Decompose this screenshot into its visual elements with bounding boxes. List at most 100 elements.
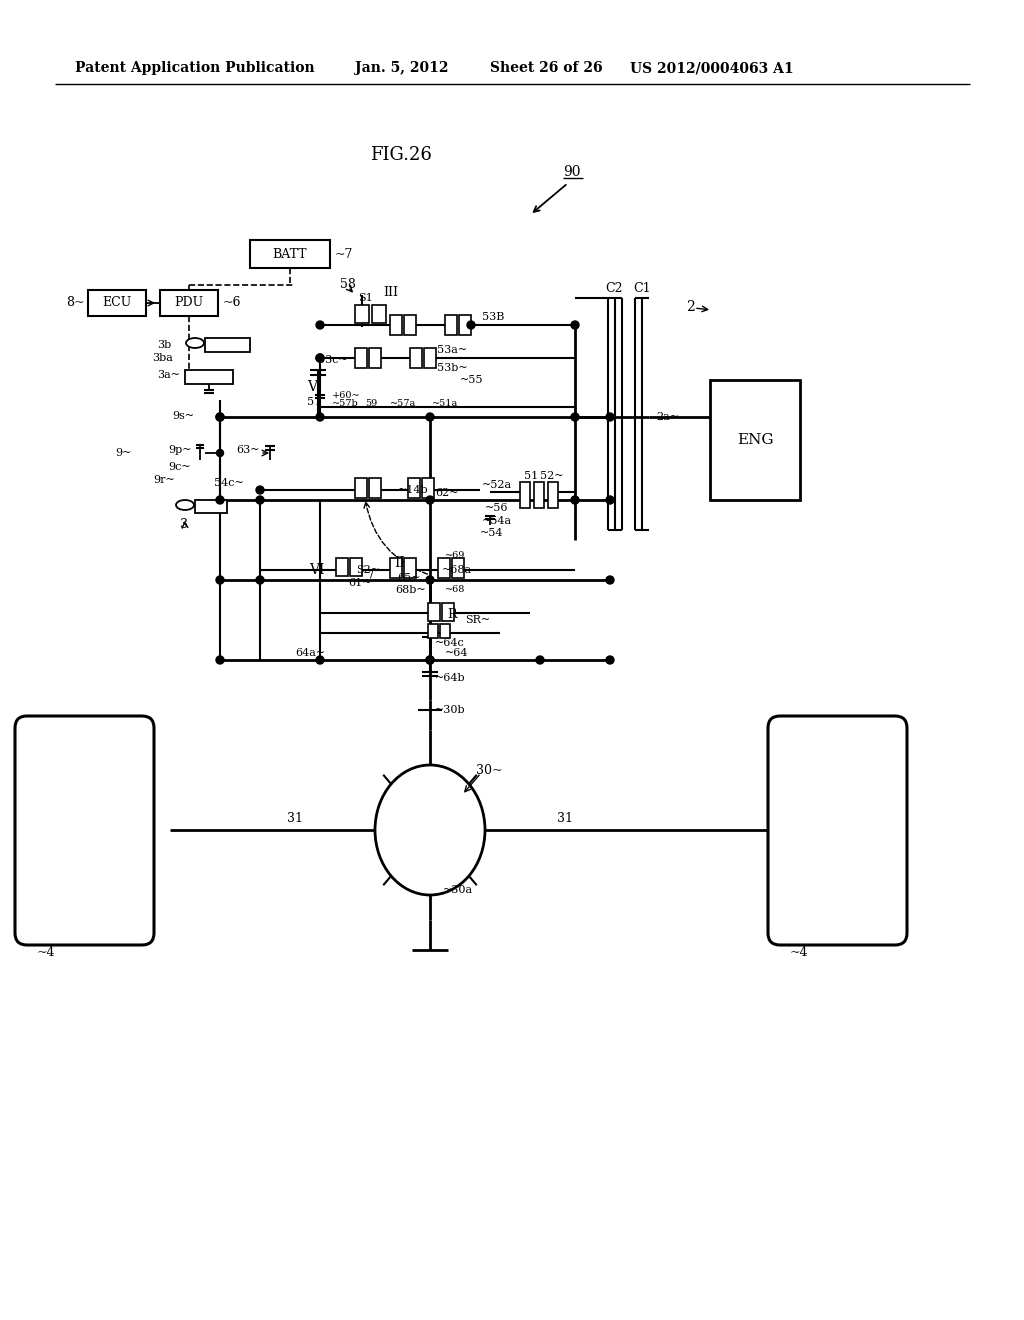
Circle shape	[216, 450, 223, 457]
Circle shape	[426, 413, 434, 421]
Bar	[438, 558, 450, 578]
Circle shape	[606, 413, 614, 421]
Bar	[355, 305, 369, 323]
Bar	[372, 305, 386, 323]
Bar	[390, 315, 402, 335]
Bar	[410, 348, 422, 368]
Circle shape	[216, 496, 224, 504]
Text: 58: 58	[340, 279, 356, 292]
Text: III: III	[383, 285, 398, 298]
Text: R: R	[447, 607, 457, 620]
Text: 51: 51	[524, 471, 539, 480]
Bar	[355, 478, 367, 498]
Text: 53b~: 53b~	[437, 363, 468, 374]
Text: 3b: 3b	[157, 341, 171, 350]
Bar	[710, 380, 800, 500]
Ellipse shape	[375, 766, 485, 895]
Text: 9~: 9~	[115, 447, 131, 458]
Ellipse shape	[176, 500, 194, 510]
Text: 90: 90	[563, 165, 581, 180]
Text: 68b~: 68b~	[395, 585, 426, 595]
Bar	[369, 348, 381, 368]
Bar	[408, 478, 420, 498]
Text: ~4: ~4	[790, 946, 809, 960]
Circle shape	[216, 413, 224, 421]
Text: ~7: ~7	[335, 248, 353, 260]
Text: 59: 59	[365, 400, 377, 408]
Text: PDU: PDU	[174, 297, 204, 309]
Text: ~54: ~54	[480, 528, 504, 539]
Circle shape	[571, 321, 579, 329]
Bar	[404, 315, 416, 335]
Text: 57: 57	[307, 397, 322, 407]
Text: ~51a: ~51a	[432, 400, 459, 408]
Text: +60~: +60~	[332, 392, 360, 400]
Text: 53c~: 53c~	[318, 355, 348, 366]
Text: S1: S1	[358, 293, 373, 304]
Bar	[422, 478, 434, 498]
Text: ~30a: ~30a	[443, 884, 473, 895]
Text: ~54a: ~54a	[482, 516, 512, 525]
Circle shape	[216, 656, 224, 664]
Circle shape	[426, 656, 434, 664]
Circle shape	[536, 656, 544, 664]
Text: 52~: 52~	[540, 471, 563, 480]
Text: 30~: 30~	[476, 763, 503, 776]
Text: ENG: ENG	[736, 433, 773, 447]
Text: ~56: ~56	[485, 503, 509, 513]
Circle shape	[606, 496, 614, 504]
Text: ECU: ECU	[102, 297, 132, 309]
Text: ~68: ~68	[445, 586, 465, 594]
Bar	[250, 240, 330, 268]
Circle shape	[467, 321, 475, 329]
FancyBboxPatch shape	[768, 715, 907, 945]
Text: ~64: ~64	[445, 648, 469, 657]
Text: FIG.26: FIG.26	[370, 147, 432, 164]
Bar	[404, 558, 416, 578]
Text: ~6: ~6	[223, 297, 242, 309]
Text: 3a~: 3a~	[157, 370, 180, 380]
Text: ~55: ~55	[460, 375, 483, 385]
Bar	[445, 315, 457, 335]
Bar	[424, 348, 436, 368]
Text: Patent Application Publication: Patent Application Publication	[75, 61, 314, 75]
Text: II: II	[394, 556, 404, 570]
Text: V: V	[307, 380, 317, 393]
Text: 63~: 63~	[236, 445, 259, 455]
Circle shape	[571, 496, 579, 504]
Bar	[336, 558, 348, 576]
Circle shape	[256, 486, 264, 494]
Text: 9c~: 9c~	[168, 462, 190, 473]
Bar	[459, 315, 471, 335]
Text: C1: C1	[633, 281, 650, 294]
Text: 53B: 53B	[482, 312, 505, 322]
Text: /: /	[370, 569, 374, 579]
Circle shape	[426, 576, 434, 583]
Circle shape	[216, 413, 224, 421]
Bar	[428, 603, 440, 620]
Bar	[520, 482, 530, 508]
Text: VI: VI	[309, 564, 325, 577]
Text: ~69: ~69	[445, 550, 465, 560]
Text: 31: 31	[287, 812, 303, 825]
Bar	[369, 478, 381, 498]
Bar	[185, 370, 233, 384]
Circle shape	[256, 576, 264, 583]
Text: ~52a: ~52a	[482, 480, 512, 490]
Text: 62~: 62~	[435, 488, 459, 498]
Bar	[160, 290, 218, 315]
FancyBboxPatch shape	[15, 715, 154, 945]
Circle shape	[316, 321, 324, 329]
Bar	[442, 603, 454, 620]
Text: 54c~: 54c~	[214, 478, 244, 488]
Text: S2~: S2~	[356, 565, 380, 576]
Circle shape	[426, 656, 434, 664]
Text: 8~: 8~	[67, 297, 85, 309]
Text: BATT: BATT	[272, 248, 307, 260]
Bar	[452, 558, 464, 578]
Circle shape	[316, 354, 324, 362]
Circle shape	[216, 576, 224, 583]
Text: 31: 31	[557, 812, 573, 825]
Text: 2a~: 2a~	[656, 412, 679, 422]
Text: 61~: 61~	[348, 578, 372, 587]
